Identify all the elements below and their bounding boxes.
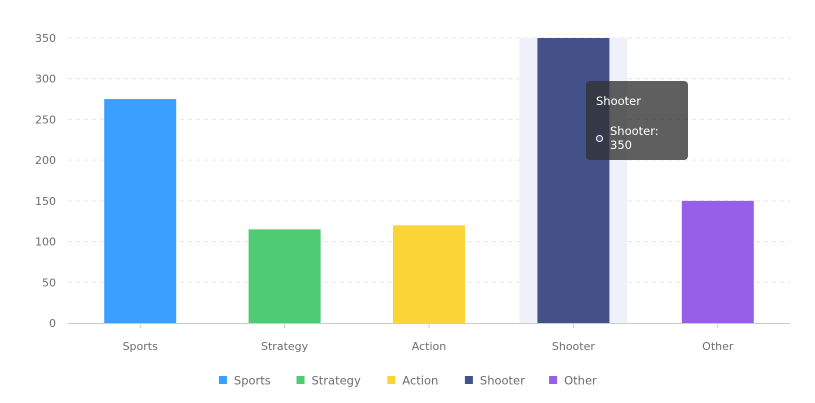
y-tick-label: 200 xyxy=(35,154,56,167)
x-tick-label: Shooter xyxy=(552,340,595,353)
legend-item-sports[interactable]: Sports xyxy=(218,374,271,388)
legend-swatch xyxy=(549,376,558,384)
legend-label: Shooter xyxy=(480,374,525,388)
y-tick-label: 250 xyxy=(35,113,56,126)
chart-tooltip: Shooter Shooter: 350 xyxy=(586,81,688,160)
bar-action[interactable] xyxy=(393,225,465,323)
legend-item-strategy[interactable]: Strategy xyxy=(296,374,361,388)
legend-item-shooter[interactable]: Shooter xyxy=(464,374,525,388)
grid-lines xyxy=(68,37,790,283)
legend-label: Other xyxy=(564,374,597,388)
legend-label: Sports xyxy=(234,374,271,388)
x-tick-label: Other xyxy=(702,340,734,353)
bar-sports[interactable] xyxy=(104,99,177,323)
x-tick-label: Strategy xyxy=(261,340,309,353)
tooltip-title: Shooter xyxy=(596,94,641,108)
y-tick-label: 300 xyxy=(35,73,56,86)
x-tick-label: Action xyxy=(412,340,446,353)
legend-item-other[interactable]: Other xyxy=(549,374,597,388)
legend[interactable]: Sports Strategy Action Shooter Other xyxy=(218,374,597,388)
y-tick-label: 0 xyxy=(49,317,56,330)
bar-other[interactable] xyxy=(681,200,754,323)
y-tick-label: 100 xyxy=(35,236,56,249)
tooltip-value: Shooter: 350 xyxy=(610,124,659,152)
bar-strategy[interactable] xyxy=(248,229,321,323)
bars[interactable] xyxy=(104,38,754,323)
tooltip-series-dot xyxy=(596,134,603,142)
y-tick-label: 350 xyxy=(35,32,56,45)
legend-item-action[interactable]: Action xyxy=(387,374,438,388)
legend-swatch xyxy=(387,376,396,384)
y-tick-label: 150 xyxy=(35,195,56,208)
tooltip-row: Shooter: 350 xyxy=(596,124,678,152)
legend-swatch xyxy=(218,376,227,384)
axes: 0 50 100 150 200 250 300 350 Sports Strategy Actio… xyxy=(35,32,790,353)
legend-swatch xyxy=(464,376,473,384)
legend-label: Strategy xyxy=(312,374,361,388)
legend-swatch xyxy=(296,376,305,384)
legend-label: Action xyxy=(402,374,438,388)
y-tick-label: 50 xyxy=(42,276,56,289)
x-tick-label: Sports xyxy=(123,340,159,353)
